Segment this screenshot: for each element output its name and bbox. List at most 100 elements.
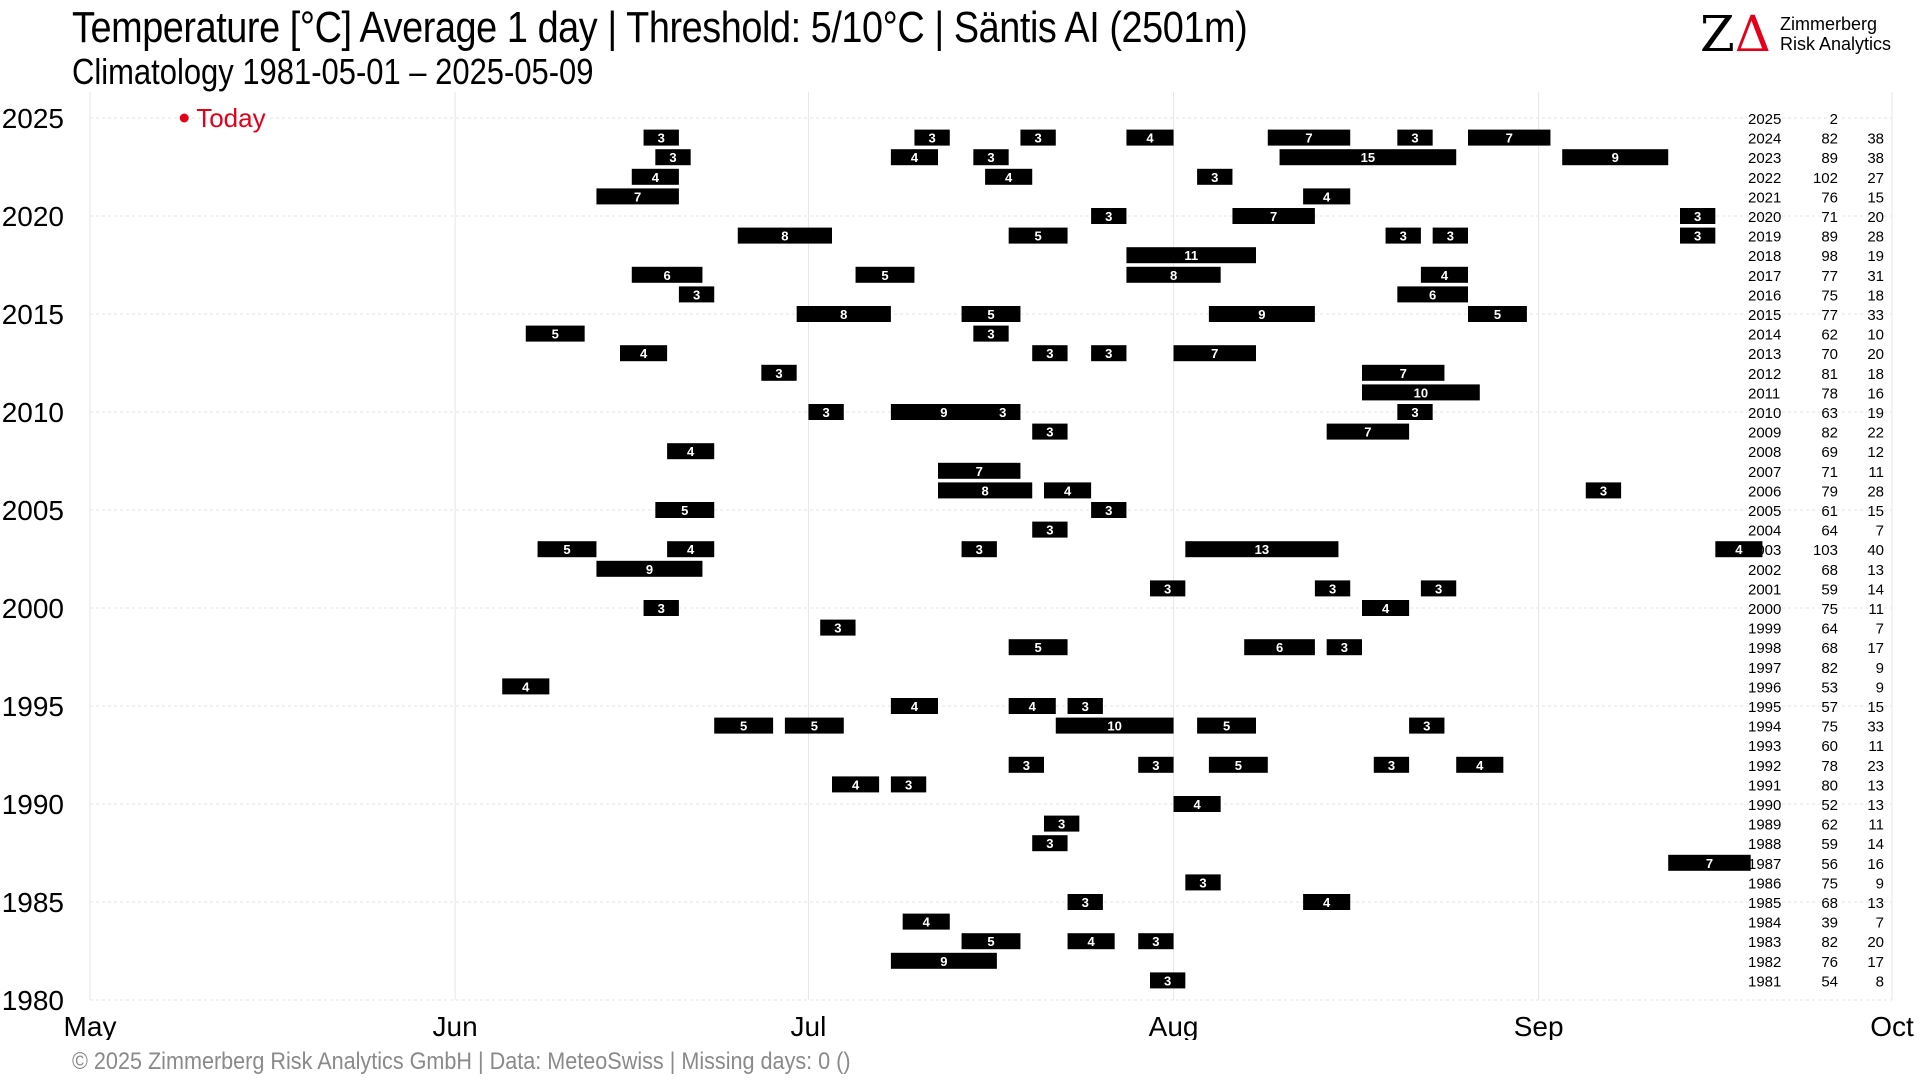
summary-days-above-10: 14 xyxy=(1867,581,1884,598)
strong-spell-length-label: 6 xyxy=(1276,640,1283,655)
x-tick-label: Oct xyxy=(1870,1011,1914,1040)
summary-days-above-10: 11 xyxy=(1868,464,1884,481)
strong-spell-length-label: 3 xyxy=(658,601,665,616)
strong-spell-bar xyxy=(1468,129,1551,146)
strong-spell-bar xyxy=(1150,972,1186,989)
summary-year: 2013 xyxy=(1748,346,1781,363)
summary-days-above-10: 20 xyxy=(1867,934,1884,951)
summary-year: 2003 xyxy=(1748,542,1781,559)
strong-spell-length-label: 3 xyxy=(834,621,841,636)
strong-spell-length-label: 4 xyxy=(1064,483,1072,498)
strong-spell-length-label: 3 xyxy=(658,131,665,146)
x-tick-label: Aug xyxy=(1149,1011,1199,1040)
strong-spell-length-label: 5 xyxy=(1235,758,1242,773)
strong-spell-bar xyxy=(1267,129,1351,146)
summary-year: 2011 xyxy=(1748,385,1780,402)
strong-spell-bar xyxy=(1067,698,1103,714)
strong-spell-bar xyxy=(667,541,715,558)
strong-spell-length-label: 4 xyxy=(1005,170,1013,185)
logo-mark-delta: Δ xyxy=(1734,5,1771,63)
strong-spell-length-label: 4 xyxy=(1735,542,1743,557)
strong-spell-length-label: 5 xyxy=(1034,229,1041,244)
strong-spell-length-label: 15 xyxy=(1361,150,1375,165)
logo-line-2: Risk Analytics xyxy=(1780,34,1892,54)
summary-days-above-5: 56 xyxy=(1821,856,1838,873)
strong-spell-length-label: 7 xyxy=(1706,856,1713,871)
y-tick-label: 1980 xyxy=(2,985,64,1016)
summary-year: 1986 xyxy=(1748,875,1781,892)
strong-spell-length-label: 4 xyxy=(1323,895,1331,910)
strong-spell-bar xyxy=(796,306,891,322)
summary-year: 1996 xyxy=(1748,679,1781,696)
strong-spell-length-label: 5 xyxy=(987,934,994,949)
summary-days-above-5: 52 xyxy=(1821,797,1838,814)
strong-spell-bar xyxy=(961,541,997,558)
x-tick-label: Jul xyxy=(791,1011,827,1040)
strong-spell-length-label: 8 xyxy=(781,229,788,244)
summary-days-above-10: 16 xyxy=(1867,385,1884,402)
y-tick-label: 1995 xyxy=(2,691,64,722)
strong-spell-length-label: 4 xyxy=(687,444,695,459)
strong-spell-length-label: 3 xyxy=(1411,131,1418,146)
summary-year: 1990 xyxy=(1748,797,1781,814)
strong-spell-length-label: 6 xyxy=(663,268,670,283)
strong-spell-bar xyxy=(1008,698,1056,714)
summary-days-above-5: 2 xyxy=(1830,111,1838,128)
summary-days-above-5: 77 xyxy=(1821,268,1838,285)
strong-spell-bar xyxy=(1032,835,1068,852)
strong-spell-bar xyxy=(1032,423,1068,440)
strong-spell-length-label: 3 xyxy=(693,287,700,302)
summary-days-above-10: 11 xyxy=(1868,817,1884,834)
strong-spell-bar xyxy=(1585,482,1622,499)
summary-days-above-10: 14 xyxy=(1867,836,1884,853)
strong-spell-length-label: 11 xyxy=(1184,248,1198,263)
strong-spell-length-label: 4 xyxy=(911,699,919,714)
x-tick-label: May xyxy=(64,1011,117,1040)
y-tick-label: 2025 xyxy=(2,103,64,134)
strong-spell-bar xyxy=(1314,580,1351,597)
summary-days-above-5: 64 xyxy=(1821,523,1838,540)
summary-days-above-5: 76 xyxy=(1821,954,1838,971)
summary-days-above-5: 78 xyxy=(1821,758,1838,775)
y-tick-label: 1990 xyxy=(2,789,64,820)
strong-spell-bar xyxy=(1185,874,1221,891)
summary-days-above-5: 69 xyxy=(1821,444,1838,461)
summary-days-above-5: 79 xyxy=(1821,483,1838,500)
strong-spell-bar xyxy=(1044,482,1092,499)
summary-days-above-10: 13 xyxy=(1867,895,1884,912)
strong-spell-bar xyxy=(973,149,1009,166)
strong-spell-bar xyxy=(1303,894,1351,910)
summary-days-above-5: 78 xyxy=(1821,385,1838,402)
strong-spell-length-label: 4 xyxy=(911,150,919,165)
strong-spell-length-label: 4 xyxy=(1029,699,1037,714)
strong-spell-bar xyxy=(667,443,715,460)
strong-spell-bar xyxy=(1680,208,1716,224)
strong-spell-length-label: 3 xyxy=(1164,581,1171,596)
strong-spell-bar xyxy=(1397,404,1433,420)
strong-spell-bar xyxy=(761,364,797,381)
strong-spell-length-label: 7 xyxy=(1305,131,1312,146)
summary-days-above-10: 9 xyxy=(1876,660,1884,677)
strong-spell-length-label: 4 xyxy=(640,346,648,361)
strong-spell-length-label: 3 xyxy=(1199,875,1206,890)
strong-spell-bar xyxy=(1715,541,1763,558)
strong-spell-bar xyxy=(1279,149,1457,166)
summary-days-above-5: 54 xyxy=(1821,973,1838,990)
summary-days-above-10: 9 xyxy=(1876,875,1884,892)
strong-spell-bar xyxy=(820,619,856,636)
strong-spell-length-label: 3 xyxy=(1105,346,1112,361)
strong-spell-bar xyxy=(596,560,703,577)
strong-spell-bar xyxy=(1067,933,1115,950)
strong-spell-length-label: 3 xyxy=(1388,758,1395,773)
summary-days-above-5: 103 xyxy=(1813,542,1838,559)
summary-year: 2017 xyxy=(1748,268,1781,285)
summary-days-above-10: 28 xyxy=(1867,483,1884,500)
strong-spell-bar xyxy=(1468,306,1527,322)
strong-spell-length-label: 7 xyxy=(1270,209,1277,224)
strong-spell-bar xyxy=(1420,580,1457,597)
strong-spell-bar xyxy=(1126,247,1256,264)
summary-days-above-10: 17 xyxy=(1867,640,1884,657)
summary-year: 2020 xyxy=(1748,209,1781,226)
strong-spell-length-label: 4 xyxy=(852,777,860,792)
strong-spell-bar xyxy=(1138,756,1174,773)
